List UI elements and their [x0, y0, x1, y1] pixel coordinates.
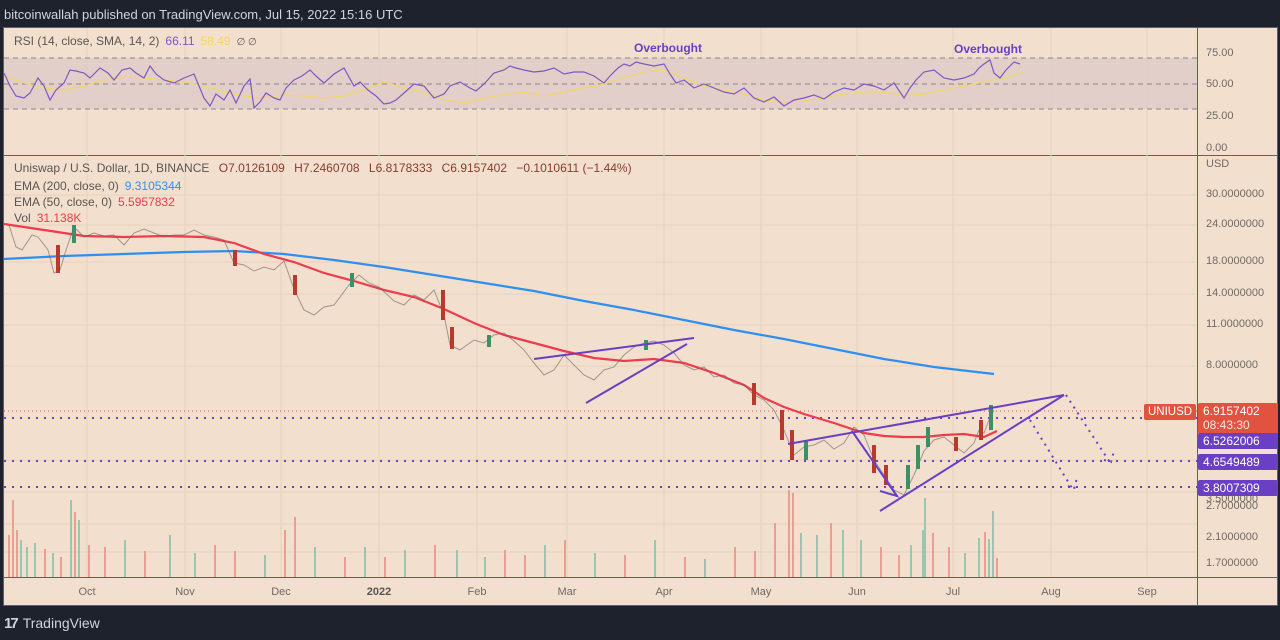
time-tick: May [750, 586, 772, 598]
time-tick: Jun [848, 586, 866, 598]
price-tick: 24.0000000 [1206, 218, 1265, 230]
time-tick: Aug [1041, 586, 1061, 598]
rsi-plot [4, 28, 1197, 155]
pattern-drawings [533, 337, 1065, 512]
time-axis[interactable]: Oct Nov Dec 2022 Feb Mar Apr May Jun Jul… [4, 577, 1197, 606]
overbought-annotation-jul: Overbought [954, 42, 1022, 56]
support-levels [4, 417, 1197, 488]
time-tick: Apr [655, 586, 673, 598]
rsi-sma-value: 58.49 [200, 34, 231, 48]
price-tick: 2.1000000 [1206, 531, 1258, 543]
rsi-tick: 75.00 [1206, 47, 1234, 59]
ohlc-open: O7.0126109 [218, 161, 285, 175]
volume-label: Vol [14, 211, 31, 225]
projection-arrows [1029, 394, 1115, 491]
rsi-hidden-values: ∅ ∅ [236, 37, 257, 48]
time-tick: Nov [175, 586, 195, 598]
ema200-label: EMA (200, close, 0) [14, 179, 119, 193]
rsi-label: RSI (14, close, SMA, 14, 2) [14, 34, 160, 48]
price-tick: 1.7000000 [1206, 557, 1258, 569]
ohlc-low: L6.8178333 [368, 161, 433, 175]
price-pane[interactable]: Uniswap / U.S. Dollar, 1D, BINANCE O7.01… [4, 155, 1197, 577]
overbought-annotation-apr: Overbought [634, 41, 702, 55]
price-tick: 30.0000000 [1206, 188, 1265, 200]
last-price-tag: 6.9157402 08:43:30 [1198, 403, 1278, 434]
ohlc-change: −0.1010611 (−1.44%) [516, 161, 632, 175]
rsi-pane[interactable]: RSI (14, close, SMA, 14, 2) 66.11 58.49 ∅ ∅… [4, 28, 1197, 156]
ema50-value: 5.5957832 [118, 195, 175, 209]
price-tick: 3.5000000 [1206, 493, 1258, 505]
bar-countdown: 08:43:30 [1203, 418, 1250, 432]
chart-frame[interactable]: RSI (14, close, SMA, 14, 2) 66.11 58.49 ∅ ∅… [3, 27, 1278, 606]
price-tick: 11.0000000 [1206, 318, 1264, 330]
symbol-tag: UNIUSD [1144, 404, 1196, 420]
axis-corner [1197, 577, 1278, 606]
last-price: 6.9157402 [1203, 404, 1260, 418]
price-tick: 18.0000000 [1206, 255, 1265, 267]
level-tag: 6.5262006 [1198, 433, 1278, 449]
rsi-axis[interactable]: 75.00 50.00 25.00 0.00 [1197, 28, 1278, 156]
price-tick: 14.0000000 [1206, 287, 1265, 299]
time-tick: Jul [945, 586, 961, 598]
ema200-value: 9.3105344 [124, 179, 182, 193]
rsi-tick: 25.00 [1206, 110, 1234, 122]
ema200-legend: EMA (200, close, 0) 9.3105344 [14, 179, 187, 193]
tradingview-logo-icon: 17 [4, 614, 19, 632]
rsi-tick: 0.00 [1206, 142, 1228, 154]
symbol-label: Uniswap / U.S. Dollar, 1D, BINANCE [14, 161, 210, 175]
volume-value: 31.138K [36, 211, 82, 225]
time-tick: Oct [78, 586, 96, 598]
price-axis[interactable]: USD 30.0000000 24.0000000 18.0000000 14.… [1197, 155, 1278, 577]
price-tick: 2.7000000 [1206, 500, 1258, 512]
time-tick: Mar [557, 586, 577, 598]
level-tag: 4.6549489 [1198, 454, 1278, 470]
currency-label: USD [1206, 158, 1230, 170]
volume-bars [8, 490, 998, 577]
level-tag: 3.8007309 [1198, 480, 1278, 496]
publisher-header: bitcoinwallah published on TradingView.c… [4, 7, 403, 22]
time-tick-year: 2022 [366, 586, 392, 598]
footer: 17 TradingView [4, 612, 100, 634]
brand-name: TradingView [22, 615, 100, 631]
candlesticks [8, 224, 995, 496]
time-tick: Dec [271, 586, 291, 598]
price-plot [4, 155, 1197, 577]
ema50-label: EMA (50, close, 0) [14, 195, 113, 209]
rsi-legend: RSI (14, close, SMA, 14, 2) 66.11 58.49 ∅ ∅ [14, 34, 263, 48]
time-tick: Sep [1137, 586, 1157, 598]
rsi-value: 66.11 [165, 34, 195, 48]
price-tick: 8.0000000 [1206, 359, 1258, 371]
rsi-tick: 50.00 [1206, 78, 1234, 90]
ohlc-high: H7.2460708 [294, 161, 360, 175]
time-tick: Feb [467, 586, 487, 598]
ohlc-close: C6.9157402 [441, 161, 508, 175]
ema50-legend: EMA (50, close, 0) 5.5957832 [14, 195, 181, 209]
volume-legend: Vol 31.138K [14, 211, 87, 225]
price-legend: Uniswap / U.S. Dollar, 1D, BINANCE O7.01… [14, 161, 638, 175]
